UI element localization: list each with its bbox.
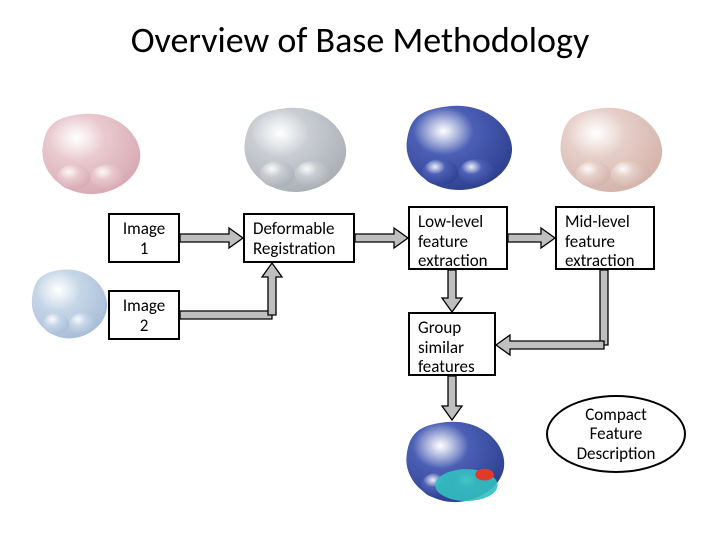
node-compact-feature-description: CompactFeatureDescription [546, 395, 686, 473]
node-group-similar-features: Groupsimilarfeatures [408, 312, 496, 376]
slide-title: Overview of Base Methodology [0, 18, 720, 62]
node-image1: Image1 [108, 213, 180, 263]
slide-root: Overview of Base Methodology Image1 Imag… [0, 0, 720, 540]
node-deformable-registration: DeformableRegistration [243, 213, 355, 263]
node-image2: Image2 [108, 290, 180, 340]
node-mid-level-feature-extraction: Mid-levelfeatureextraction [555, 206, 655, 270]
node-low-level-feature-extraction: Low-levelfeatureextraction [408, 206, 508, 270]
